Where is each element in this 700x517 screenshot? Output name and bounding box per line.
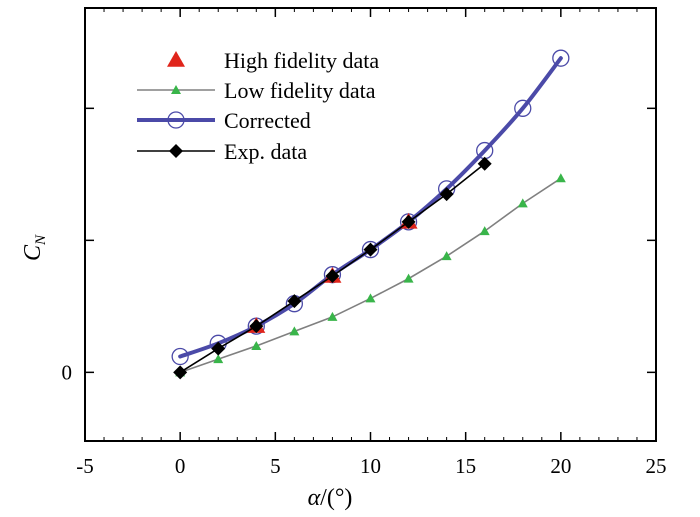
x-tick-label: 20: [550, 454, 571, 478]
x-tick-label: 5: [270, 454, 281, 478]
x-tick-label: -5: [76, 454, 94, 478]
y-tick-label: 0: [62, 360, 73, 384]
low-fidelity-point: [441, 251, 452, 261]
legend-label: Low fidelity data: [224, 78, 376, 103]
exp-data-point: [211, 341, 226, 356]
low-fidelity-point: [289, 326, 300, 336]
low-fidelity-point: [403, 273, 414, 283]
legend-item: High fidelity data: [167, 48, 379, 73]
legend-label: Corrected: [224, 108, 311, 133]
corrected-point: [552, 49, 570, 67]
legend-marker: [167, 51, 185, 67]
legend-marker: [169, 144, 183, 158]
legend-marker: [171, 85, 181, 94]
legend-item: Corrected: [137, 108, 311, 133]
legend-item: Exp. data: [137, 139, 307, 164]
legend-marker: [167, 111, 185, 129]
corrected-point: [361, 240, 380, 259]
series-layer: [171, 49, 570, 380]
series-low-fidelity: [175, 173, 566, 377]
x-tick-label: 0: [175, 454, 186, 478]
low-fidelity-point: [327, 311, 338, 321]
legend-label: Exp. data: [224, 139, 307, 164]
legend-label: High fidelity data: [224, 48, 379, 73]
x-tick-label: 25: [646, 454, 667, 478]
x-axis-unit: /(°): [320, 485, 352, 511]
low-fidelity-point: [517, 198, 528, 208]
x-tick-label: 15: [455, 454, 476, 478]
y-axis-sub: N: [33, 234, 49, 246]
low-fidelity-line: [179, 177, 562, 374]
tick-labels: -5 0 5 10 15 20 25 0: [62, 360, 667, 478]
x-axis-symbol: α: [308, 485, 321, 511]
exp-data-point: [249, 319, 264, 334]
exp-data-point: [363, 242, 378, 257]
legend-item: Low fidelity data: [137, 78, 376, 103]
corrected-point: [514, 99, 532, 117]
low-fidelity-point: [251, 340, 262, 350]
exp-data-point: [173, 365, 188, 380]
series-exp-data: [173, 156, 492, 380]
x-tick-label: 10: [360, 454, 381, 478]
y-axis-label: CN: [20, 234, 49, 261]
low-fidelity-point: [479, 226, 490, 236]
exp-data-point: [287, 294, 302, 309]
axis-ticks: [84, 8, 657, 441]
low-fidelity-point: [555, 173, 566, 183]
exp-data-point: [401, 214, 416, 229]
x-axis-label: α/(°): [308, 485, 353, 511]
y-axis-main: C: [20, 244, 46, 261]
corrected-point: [171, 347, 189, 366]
legend: High fidelity data Low fidelity data Corre…: [137, 48, 379, 164]
low-fidelity-point: [213, 354, 224, 364]
exp-data-point: [477, 156, 492, 171]
exp-data-point: [439, 187, 454, 202]
low-fidelity-point: [365, 293, 376, 303]
exp-data-point: [325, 268, 340, 283]
